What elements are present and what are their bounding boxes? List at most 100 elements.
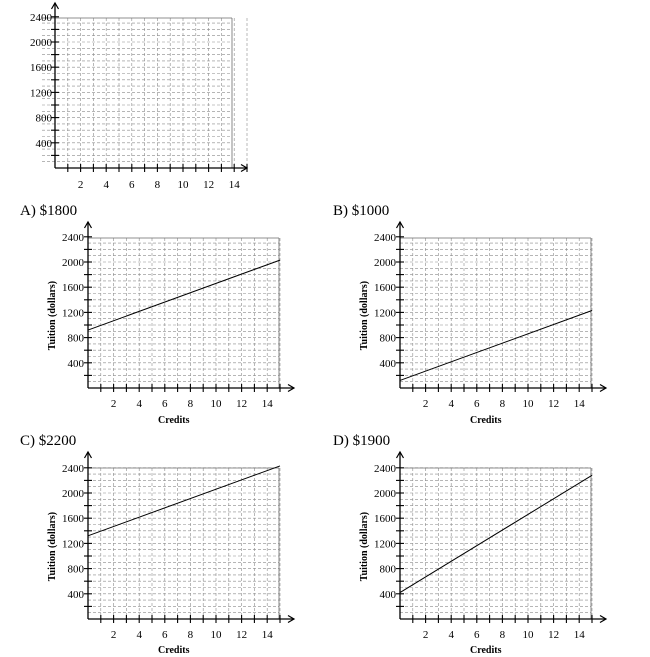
choice-b-letter: B) (333, 203, 348, 219)
y-tick-label: 2000 (374, 257, 397, 269)
y-axis-arrow (395, 220, 405, 229)
x-tick-label: 12 (236, 398, 247, 410)
x-tick-label: 14 (574, 398, 586, 410)
x-axis-arrow (287, 383, 296, 393)
choice-b-chart: 2 4 6 8 10 12 14 400 800 1200 1600 2000 2400 Credits T… (359, 220, 608, 426)
grid (399, 467, 593, 619)
x-tick-label: 8 (188, 629, 194, 641)
y-axis-arrow (395, 450, 405, 459)
x-axis-arrow (287, 614, 296, 624)
y-tick-label: 2400 (374, 232, 397, 244)
x-tick-label: 10 (211, 629, 223, 641)
x-tick-label: 12 (548, 629, 559, 641)
x-tick-label: 6 (129, 179, 135, 191)
x-axis-title: Credits (470, 415, 502, 426)
x-axis-arrow (599, 383, 608, 393)
y-tick-label: 800 (68, 333, 85, 345)
y-tick-label: 400 (36, 138, 53, 150)
grid (87, 237, 281, 388)
x-tick-label: 12 (548, 398, 559, 410)
x-tick-label: 14 (262, 629, 274, 641)
x-tick-label: 12 (236, 629, 247, 641)
x-tick-label: 4 (136, 629, 142, 641)
choice-d-label: D) $1900 (333, 432, 390, 450)
choice-d-value: $1900 (352, 433, 391, 449)
y-axis-title: Tuition (dollars) (47, 512, 58, 581)
x-tick-label: 10 (178, 179, 190, 191)
y-tick-label: 800 (380, 564, 397, 576)
y-tick-label: 1200 (62, 538, 85, 550)
y-tick-label: 400 (68, 358, 85, 370)
y-tick-label: 1200 (62, 307, 85, 319)
x-tick-label: 2 (78, 179, 84, 191)
y-axis-title: Tuition (dollars) (359, 281, 370, 350)
y-tick-label: 2000 (374, 488, 397, 500)
choice-a-label: A) $1800 (20, 202, 77, 220)
blank-grid-chart: 2 4 6 8 10 12 14 400 800 1200 1600 2000 2400 (30, 1, 249, 191)
x-tick-label: 14 (574, 629, 586, 641)
choice-a-chart: 2 4 6 8 10 12 14 400 800 1200 1600 2000 2400 Credits T… (47, 220, 296, 426)
y-tick-label: 2000 (62, 257, 85, 269)
x-tick-label: 6 (474, 398, 480, 410)
y-axis-title: Tuition (dollars) (359, 512, 370, 581)
x-tick-label: 2 (111, 398, 117, 410)
choice-b-value: $1000 (351, 203, 390, 219)
grid (399, 237, 593, 388)
choice-d-chart: 2 4 6 8 10 12 14 400 800 1200 1600 2000 2400 Credits T… (359, 450, 608, 656)
series-line (87, 259, 281, 331)
x-tick-label: 8 (155, 179, 161, 191)
y-tick-label: 400 (380, 358, 397, 370)
series-line (87, 465, 281, 537)
y-axis-arrow (83, 450, 93, 459)
x-tick-label: 8 (188, 398, 194, 410)
y-tick-label: 400 (68, 589, 85, 601)
y-tick-label: 2400 (62, 232, 85, 244)
x-axis-title: Credits (158, 645, 190, 656)
x-tick-label: 10 (523, 629, 535, 641)
y-axis-arrow (50, 1, 60, 10)
x-tick-label: 2 (423, 629, 429, 641)
x-tick-label: 2 (111, 629, 117, 641)
y-tick-label: 2000 (30, 37, 53, 49)
x-tick-label: 4 (448, 629, 454, 641)
y-tick-label: 1600 (374, 282, 397, 294)
series-line (399, 310, 593, 381)
y-axis-title: Tuition (dollars) (47, 281, 58, 350)
x-tick-label: 6 (162, 629, 168, 641)
y-tick-label: 1600 (62, 282, 85, 294)
x-tick-label: 4 (448, 398, 454, 410)
y-tick-label: 2400 (374, 463, 397, 475)
choice-c-label: C) $2200 (20, 432, 76, 450)
x-tick-label: 14 (229, 179, 241, 191)
x-tick-label: 4 (136, 398, 142, 410)
y-tick-label: 2400 (30, 12, 53, 24)
x-tick-label: 10 (523, 398, 535, 410)
y-tick-label: 1600 (62, 513, 85, 525)
x-tick-label: 8 (500, 398, 506, 410)
choice-c-letter: C) (20, 433, 35, 449)
x-tick-label: 4 (103, 179, 109, 191)
y-tick-label: 1200 (30, 87, 53, 99)
y-axis-arrow (83, 220, 93, 229)
x-tick-label: 6 (474, 629, 480, 641)
x-tick-label: 10 (211, 398, 223, 410)
x-tick-label: 2 (423, 398, 429, 410)
x-tick-label: 6 (162, 398, 168, 410)
x-axis-arrow (599, 614, 608, 624)
y-tick-label: 800 (68, 564, 85, 576)
choice-c-chart: 2 4 6 8 10 12 14 400 800 1200 1600 2000 2400 Credits T… (47, 450, 296, 656)
x-tick-label: 8 (500, 629, 506, 641)
y-tick-label: 1200 (374, 538, 397, 550)
grid (87, 467, 281, 619)
y-tick-label: 800 (36, 113, 53, 125)
y-tick-label: 2400 (62, 463, 85, 475)
grid (42, 17, 248, 168)
y-tick-label: 1600 (30, 62, 53, 74)
y-tick-label: 1200 (374, 307, 397, 319)
y-tick-label: 400 (380, 589, 397, 601)
y-tick-label: 1600 (374, 513, 397, 525)
x-tick-label: 12 (203, 179, 214, 191)
choice-b-label: B) $1000 (333, 202, 389, 220)
choice-d-letter: D) (333, 433, 349, 449)
x-axis-title: Credits (470, 645, 502, 656)
